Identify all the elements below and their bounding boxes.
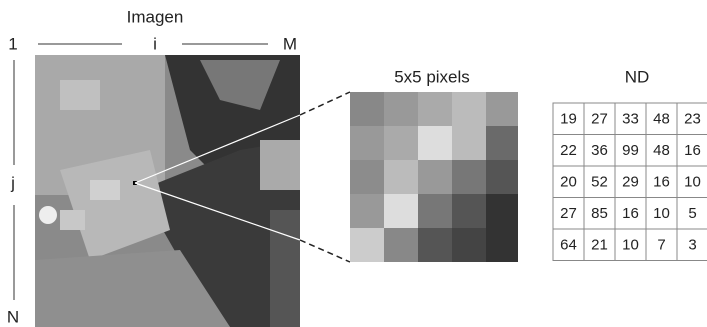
diagram: Imagen 1 i M j N 5x5 pixels ND 19 27 33 48 2… (0, 0, 707, 327)
cell-text: 48 (653, 111, 670, 128)
cell-text: 22 (560, 142, 577, 159)
cell-text: 21 (591, 237, 608, 254)
cell-text: 99 (622, 142, 639, 159)
cell-text: 3 (688, 237, 696, 254)
cell-text: 33 (622, 111, 639, 128)
axis-label: M (283, 34, 297, 53)
cell-text: 64 (560, 237, 577, 254)
cell-text: 10 (653, 205, 670, 222)
axis-label: 1 (8, 34, 17, 53)
cell-text: 5 (688, 205, 696, 222)
zoom-lines-dashed (300, 92, 350, 262)
cell-text: 19 (560, 111, 577, 128)
image-title: Imagen (127, 7, 184, 26)
cell-text: 16 (622, 205, 639, 222)
table-title: ND (625, 67, 650, 86)
axis-label: i (153, 34, 157, 53)
cell-text: 20 (560, 174, 577, 191)
pixel-grid (350, 92, 518, 262)
cell-text: 16 (653, 174, 670, 191)
cell-text: 52 (591, 174, 608, 191)
cell-text: 36 (591, 142, 608, 159)
zoom-title: 5x5 pixels (394, 67, 470, 86)
axis-label: j (10, 173, 15, 192)
cell-text: 48 (653, 142, 670, 159)
cell-text: 29 (622, 174, 639, 191)
satellite-image (35, 55, 300, 327)
axis-label: N (7, 307, 19, 326)
cell-text: 10 (622, 237, 639, 254)
cell-text: 10 (684, 174, 701, 191)
cell-text: 23 (684, 111, 701, 128)
cell-text: 27 (591, 111, 608, 128)
cell-text: 7 (657, 237, 665, 254)
cell-text: 85 (591, 205, 608, 222)
cell-text: 16 (684, 142, 701, 159)
nd-table: 19 27 33 48 23 22 36 99 48 16 20 52 29 16 10 27 85 16 10 5 6… (553, 103, 707, 261)
cell-text: 27 (560, 205, 577, 222)
